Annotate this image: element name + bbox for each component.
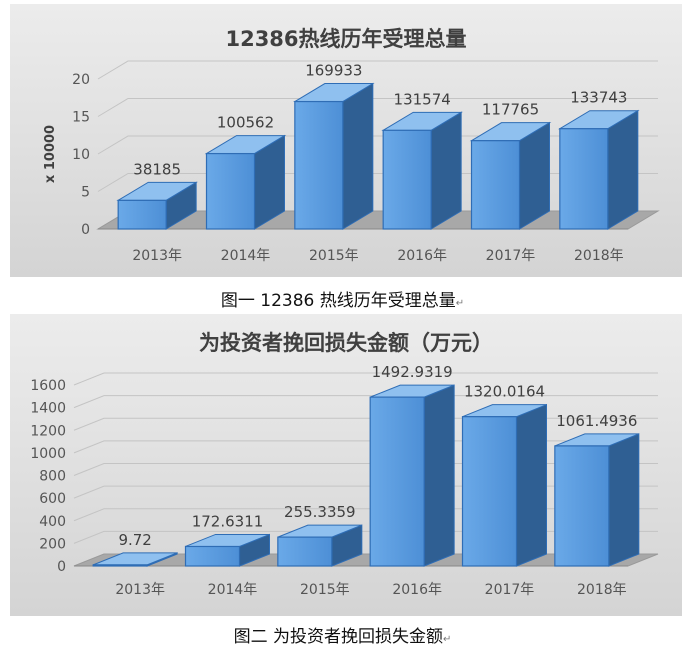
chart-panel-2: 为投资者挽回损失金额（万元） 0 200 400 600 800 1000 1200 1400 1… [10, 314, 682, 616]
bar [293, 82, 375, 230]
data-label: 133743 [570, 89, 627, 107]
data-label: 117765 [482, 101, 539, 119]
y-tick-label: 400 [39, 514, 66, 530]
x-tick-label: 2018年 [577, 582, 627, 598]
y-tick-label: 10 [72, 147, 90, 163]
bar-side [423, 384, 455, 567]
bar [277, 524, 363, 567]
x-tick-label: 2013年 [115, 582, 165, 598]
data-label: 1061.4936 [556, 412, 637, 430]
bar-front [461, 416, 518, 567]
x-tick-label: 2017年 [485, 582, 535, 598]
bar-front [294, 100, 344, 230]
data-label: 1320.0164 [464, 383, 545, 401]
y-tick-label: 15 [72, 110, 90, 126]
y-tick-label: 1600 [30, 378, 66, 394]
y-tick-label: 5 [81, 185, 90, 201]
gridline [97, 60, 658, 80]
x-tick-label: 2017年 [486, 248, 536, 264]
bar-front [470, 140, 521, 230]
bar [116, 181, 198, 230]
bar-front [92, 564, 148, 567]
bar [204, 134, 287, 230]
x-tick-label: 2015年 [300, 582, 350, 598]
chart-title: 12386热线历年受理总量 [225, 27, 466, 51]
x-tick-label: 2016年 [397, 248, 447, 264]
paragraph-mark-icon: ↵ [455, 298, 465, 309]
bar [554, 433, 640, 567]
bar-front [184, 545, 241, 567]
y-tick-label: 1400 [30, 401, 66, 417]
chart-1: 12386热线历年受理总量 x 10000 0 5 10 15 20 38185 2013年 10… [10, 4, 682, 277]
y-tick-label: 0 [81, 222, 90, 238]
bar-front [277, 536, 333, 567]
gridline [73, 372, 658, 386]
bar-front [369, 396, 425, 567]
data-label: 1492.9319 [372, 363, 453, 381]
bar-side [607, 109, 639, 230]
x-tick-label: 2014年 [221, 248, 271, 264]
bar-front [554, 445, 610, 567]
bar-side [342, 82, 374, 230]
y-tick-label: 200 [39, 536, 66, 552]
x-tick-label: 2018年 [574, 248, 624, 264]
data-label: 172.6311 [192, 512, 264, 530]
chart-panel-1: 12386热线历年受理总量 x 10000 0 5 10 15 20 38185 2013年 10… [10, 4, 682, 277]
bar-side [430, 111, 462, 230]
y-tick-label: 800 [39, 469, 66, 485]
data-label: 169933 [305, 62, 362, 80]
bar-front [205, 152, 256, 230]
data-label: 131574 [394, 90, 451, 108]
y-tick-label: 600 [39, 491, 66, 507]
bar [469, 121, 552, 230]
bar [461, 403, 547, 567]
bar-front [559, 128, 609, 230]
x-tick-label: 2014年 [208, 582, 258, 598]
bar [369, 384, 455, 567]
bar-side [608, 433, 640, 567]
figure-caption-1: 图一 12386 热线历年受理总量↵ [0, 286, 685, 311]
data-label: 255.3359 [284, 503, 356, 521]
gridline [97, 98, 658, 117]
paragraph-mark-icon: ↵ [443, 634, 452, 645]
data-label: 38185 [133, 160, 181, 178]
y-tick-label: 20 [72, 72, 90, 88]
chart-2: 为投资者挽回损失金额（万元） 0 200 400 600 800 1000 1200 1400 1… [10, 314, 682, 616]
gridline [73, 395, 658, 409]
chart-title: 为投资者挽回损失金额（万元） [199, 331, 493, 355]
data-label: 100562 [217, 114, 274, 132]
bar [92, 552, 178, 567]
y-tick-label: 1200 [30, 423, 66, 439]
y-tick-label: 0 [57, 559, 66, 575]
caption-text: 图二 为投资者挽回损失金额 [233, 627, 443, 647]
x-tick-label: 2013年 [132, 248, 182, 264]
y-axis-label: x 10000 [43, 125, 58, 183]
bar-side [516, 403, 547, 567]
x-tick-label: 2015年 [309, 248, 359, 264]
bar [558, 109, 640, 230]
x-tick-label: 2016年 [392, 582, 442, 598]
bar-front [117, 199, 167, 230]
bar-front [382, 129, 432, 230]
figure-caption-2: 图二 为投资者挽回损失金额↵ [0, 622, 685, 647]
y-tick-label: 1000 [30, 446, 66, 462]
bar [381, 111, 463, 230]
caption-text: 图一 12386 热线历年受理总量 [220, 291, 456, 311]
data-label: 9.72 [118, 531, 151, 549]
bar-side [519, 121, 550, 230]
bar [184, 533, 270, 567]
